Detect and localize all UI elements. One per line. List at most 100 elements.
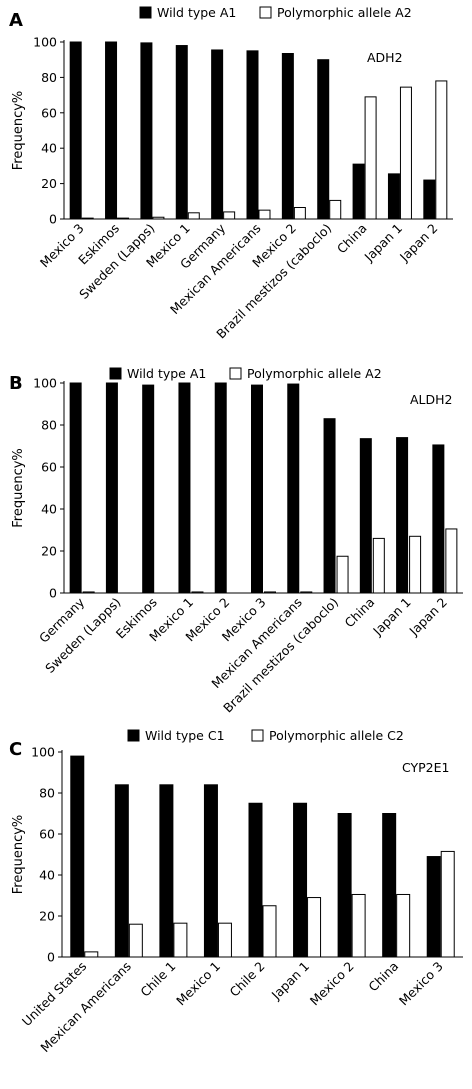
bar-polymorphic <box>300 591 313 594</box>
y-tick-label: 40 <box>41 502 57 517</box>
bar-wild-type <box>214 382 227 594</box>
bar-polymorphic <box>217 922 232 958</box>
bar-wild-type <box>352 163 365 220</box>
bar-polymorphic <box>445 528 458 594</box>
bar-polymorphic <box>293 206 306 220</box>
bar-wild-type <box>140 42 153 220</box>
x-tick-label: Chile 1 <box>137 959 178 1000</box>
legend-label: Polymorphic allele A2 <box>277 5 412 20</box>
bar-polymorphic <box>396 893 411 958</box>
y-tick-label: 100 <box>33 35 57 50</box>
legend-swatch <box>259 6 272 19</box>
x-tick-label: Mexico 3 <box>396 959 446 1009</box>
bar-wild-type <box>323 418 336 594</box>
bar-polymorphic <box>435 80 448 220</box>
bar-polymorphic <box>187 212 200 220</box>
bar-wild-type <box>287 383 300 594</box>
x-tick-label: Japan 1 <box>369 595 413 639</box>
bar-wild-type <box>175 45 188 220</box>
bar-wild-type <box>251 384 263 594</box>
x-tick-label: Japan 2 <box>406 595 450 639</box>
bar-wild-type <box>159 784 174 958</box>
bar-wild-type <box>387 173 400 220</box>
bar-wild-type <box>246 50 259 220</box>
bar-polymorphic <box>262 905 277 958</box>
gene-label: ALDH2 <box>410 392 453 407</box>
legend-label: Wild type C1 <box>145 728 225 743</box>
bar-wild-type <box>293 802 308 958</box>
bar-polymorphic <box>223 211 236 220</box>
bar-polymorphic <box>409 535 422 594</box>
x-tick-label: Japan 1 <box>361 221 405 265</box>
y-tick-label: 0 <box>47 950 55 965</box>
x-tick-label: Mexico 2 <box>307 959 357 1009</box>
bar-polymorphic <box>329 199 342 220</box>
bar-wild-type <box>105 41 118 220</box>
bar-polymorphic <box>128 923 143 958</box>
y-tick-label: 20 <box>39 909 55 924</box>
y-tick-label: 60 <box>41 105 57 120</box>
legend-label: Polymorphic allele C2 <box>269 728 404 743</box>
bar-wild-type <box>281 53 294 220</box>
x-tick-label: Japan 1 <box>268 959 312 1003</box>
legend-swatch <box>127 729 140 742</box>
y-axis-label: Frequency% <box>11 91 26 171</box>
bar-wild-type <box>69 41 82 220</box>
bar-wild-type <box>432 444 445 594</box>
bar-polymorphic <box>399 86 412 220</box>
legend-label: Wild type A1 <box>157 5 236 20</box>
y-tick-label: 100 <box>31 745 55 760</box>
x-tick-label: China <box>365 959 401 995</box>
y-axis-label: Frequency% <box>11 815 26 895</box>
bar-polymorphic <box>152 216 165 220</box>
bar-polymorphic <box>258 209 271 220</box>
bar-polymorphic <box>351 893 366 958</box>
bar-wild-type <box>423 179 436 220</box>
bar-wild-type <box>382 813 397 958</box>
y-tick-label: 100 <box>33 376 57 391</box>
legend-swatch <box>251 729 264 742</box>
bar-polymorphic <box>440 850 455 958</box>
bar-polymorphic <box>364 96 377 220</box>
gene-label: CYP2E1 <box>402 760 450 775</box>
bar-wild-type <box>105 382 118 594</box>
x-tick-label: Chile 2 <box>226 959 267 1000</box>
y-tick-label: 40 <box>39 868 55 883</box>
gene-label: ADH2 <box>367 50 403 65</box>
bar-wild-type <box>337 813 352 958</box>
bar-polymorphic <box>81 217 94 220</box>
bar-polymorphic <box>264 591 276 594</box>
bar-wild-type <box>203 784 218 958</box>
bar-polymorphic <box>336 555 349 594</box>
bar-polymorphic <box>307 897 322 958</box>
bar-wild-type <box>178 382 191 594</box>
bar-polymorphic <box>82 591 95 594</box>
y-tick-label: 80 <box>41 70 57 85</box>
y-tick-label: 60 <box>39 827 55 842</box>
y-tick-label: 60 <box>41 460 57 475</box>
bar-wild-type <box>70 755 85 958</box>
bar-polymorphic <box>191 591 204 594</box>
bar-polymorphic <box>173 922 188 958</box>
y-tick-label: 40 <box>41 141 57 156</box>
legend-swatch <box>109 367 122 380</box>
bar-wild-type <box>69 382 82 594</box>
bar-wild-type <box>396 437 409 594</box>
panel-letter: A <box>9 10 23 31</box>
bar-polymorphic <box>372 537 385 594</box>
y-tick-label: 80 <box>39 786 55 801</box>
x-tick-label: Mexico 3 <box>37 221 87 271</box>
x-tick-label: Mexico 1 <box>173 959 223 1009</box>
bar-wild-type <box>248 802 263 958</box>
bar-wild-type <box>142 384 155 594</box>
bar-wild-type <box>426 856 441 958</box>
bar-wild-type <box>317 59 330 220</box>
bar-wild-type <box>211 49 224 220</box>
bar-polymorphic <box>84 951 99 958</box>
y-tick-label: 20 <box>41 176 57 191</box>
panel-letter: B <box>9 373 23 394</box>
x-tick-label: Mexican Americans <box>37 959 134 1056</box>
x-tick-label: Japan 2 <box>396 221 440 265</box>
y-tick-label: 0 <box>49 586 57 601</box>
